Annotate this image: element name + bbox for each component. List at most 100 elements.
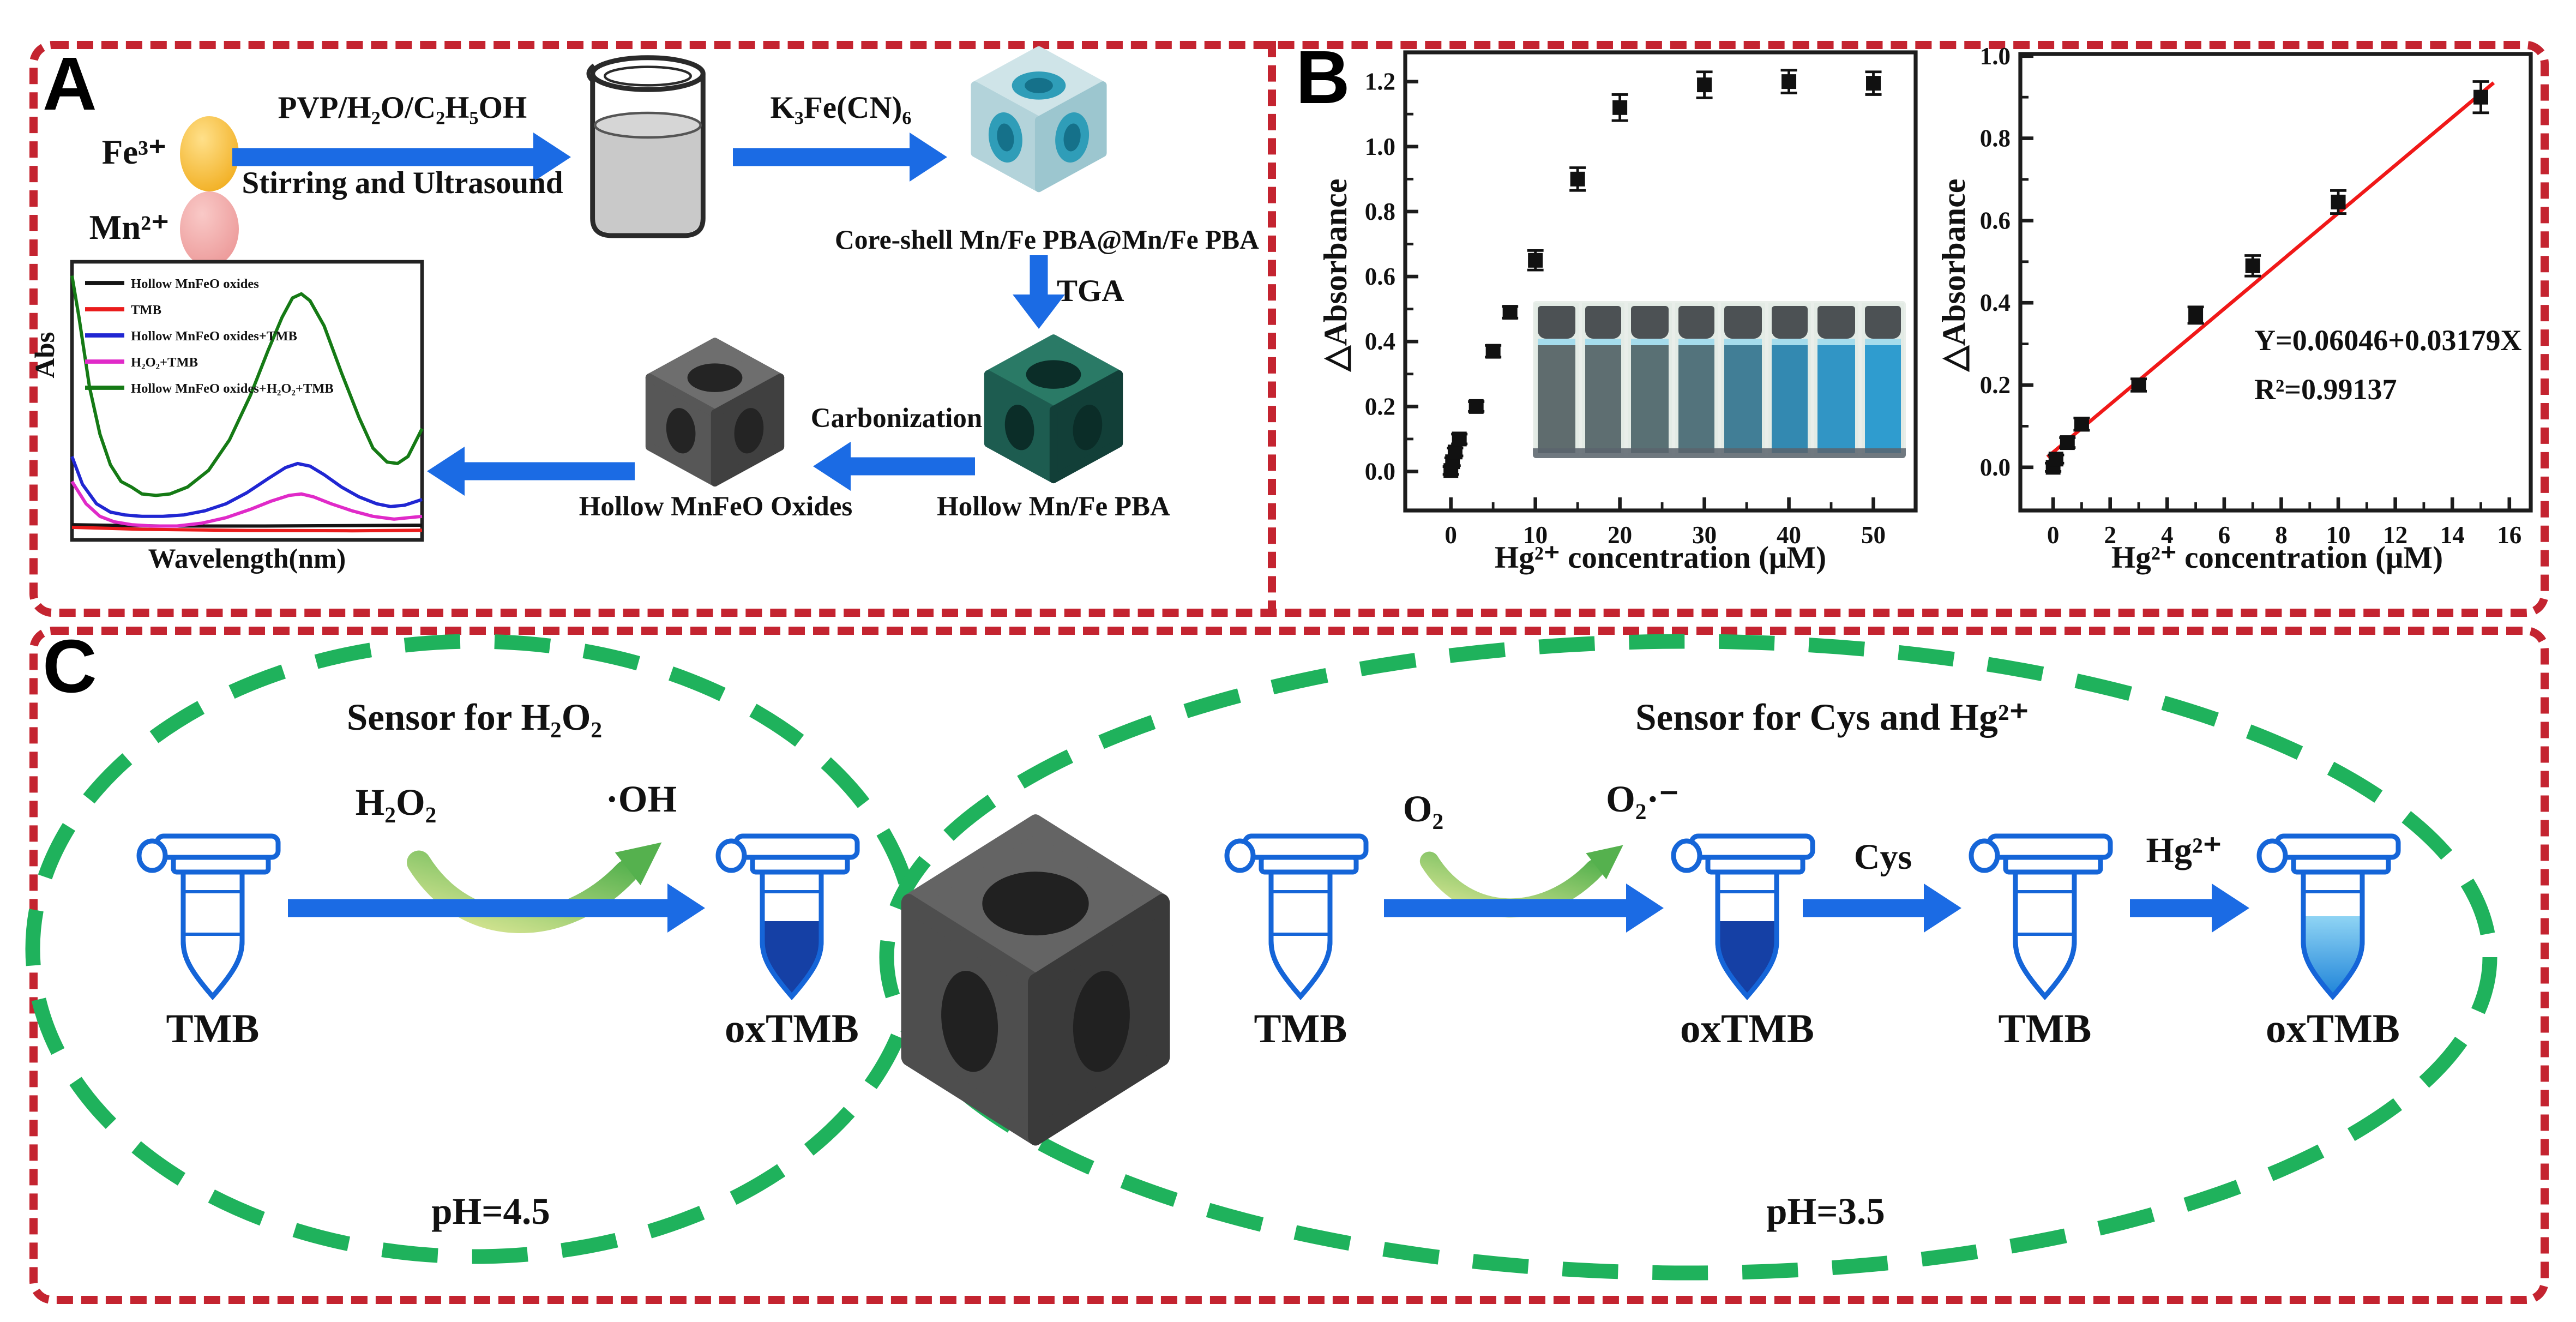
panel-c-label: C — [43, 623, 97, 708]
svg-text:6: 6 — [2218, 521, 2231, 549]
panel-a-b-divider — [1268, 41, 1276, 617]
ph35-label: pH=3.5 — [1766, 1191, 1885, 1232]
svg-text:10: 10 — [2326, 521, 2351, 549]
tmb-tube3-icon — [1966, 823, 2123, 1006]
svg-text:20: 20 — [1608, 521, 1632, 549]
svg-text:0: 0 — [1445, 521, 1457, 549]
reaction-arrow-icon — [232, 129, 573, 185]
cuvette — [1674, 303, 1718, 456]
svg-text:16: 16 — [2497, 521, 2521, 549]
svg-text:0.8: 0.8 — [1980, 125, 2011, 152]
hollow-pba-cube-icon — [975, 327, 1132, 488]
mn-ion-label: Mn²⁺ — [89, 208, 170, 247]
cuvette — [1628, 303, 1671, 456]
core-shell-cube-icon — [962, 39, 1116, 196]
cuvette — [1861, 303, 1904, 456]
tmb-tube-icon — [134, 823, 291, 1006]
hollow-pba-label: Hollow Mn/Fe PBA — [937, 491, 1170, 522]
svg-text:4: 4 — [2161, 521, 2174, 549]
svg-text:Hollow MnFeO oxides+TMB: Hollow MnFeO oxides+TMB — [131, 329, 297, 344]
svg-text:0.0: 0.0 — [1980, 454, 2011, 481]
svg-text:0.4: 0.4 — [1365, 328, 1395, 355]
svg-text:40: 40 — [1777, 521, 1801, 549]
fit-r2-label: R²=0.99137 — [2254, 373, 2397, 406]
cys-arrow-icon — [1803, 880, 1963, 936]
h2o2-sensor-title: Sensor for H₂O₂ — [346, 697, 603, 738]
svg-text:TMB: TMB — [131, 303, 161, 317]
cuvette-inset — [1533, 301, 1906, 458]
oxtmb-tube3-label: oxTMB — [2266, 1008, 2400, 1052]
svg-text:0.4: 0.4 — [1980, 289, 2011, 316]
fit-equation-label: Y=0.06046+0.03179X — [2254, 324, 2522, 357]
core-shell-label: Core-shell Mn/Fe PBA@Mn/Fe PBA — [835, 224, 1259, 255]
svg-text:H₂O₂+TMB: H₂O₂+TMB — [131, 355, 198, 370]
svg-text:50: 50 — [1861, 521, 1886, 549]
panel-b-label: B — [1296, 34, 1350, 119]
k3fecn6-arrow-icon — [733, 129, 949, 185]
reaction-conditions-bottom: Stirring and Ultrasound — [242, 167, 563, 201]
abs-spectra-xlabel: Wavelength(nm) — [148, 543, 346, 574]
catalysis-swoosh-icon — [396, 808, 697, 936]
svg-text:0.6: 0.6 — [1365, 263, 1395, 290]
tga-label: TGA — [1057, 275, 1124, 309]
panel-c-border — [29, 627, 2549, 1304]
svg-text:Hollow MnFeO oxides: Hollow MnFeO oxides — [131, 277, 259, 291]
svg-text:Hollow MnFeO oxides+H₂O₂+TMB: Hollow MnFeO oxides+H₂O₂+TMB — [131, 381, 334, 396]
svg-text:0.0: 0.0 — [1365, 458, 1395, 485]
tga-arrow-icon — [1009, 255, 1068, 330]
ph45-label: pH=4.5 — [431, 1191, 550, 1232]
hollow-oxides-label: Hollow MnFeO Oxides — [579, 491, 853, 522]
svg-text:12: 12 — [2383, 521, 2408, 549]
o2-oxidation-arrow-icon — [1384, 880, 1665, 936]
svg-text:0.2: 0.2 — [1365, 393, 1395, 420]
hg-calibration-xlabel: Hg²⁺ concentration (μM) — [2111, 542, 2443, 576]
cys-hg-sensor-title: Sensor for Cys and Hg²⁺ — [1635, 697, 2029, 738]
svg-text:1.0: 1.0 — [1365, 133, 1395, 160]
hg-response-xlabel: Hg²⁺ concentration (μM) — [1494, 542, 1827, 576]
panel-ab-border — [29, 41, 2549, 617]
cys-label: Cys — [1853, 836, 1912, 877]
cuvette — [1721, 303, 1765, 456]
hg-arrow-icon — [2130, 880, 2251, 936]
hg-response-chart: 0 10 20 30 40 50 0.0 0.2 0.4 0.6 0.8 1.0 1.2 — [1365, 50, 1918, 549]
cuvette — [1767, 303, 1811, 456]
cuvette — [1814, 303, 1858, 456]
svg-text:14: 14 — [2440, 521, 2465, 549]
tmb-tube3-label: TMB — [1998, 1008, 2092, 1052]
mn-ion-icon — [178, 190, 240, 268]
abs-spectra-chart: Hollow MnFeO oxides TMB Hollow MnFeO oxide… — [70, 260, 424, 542]
hg-response-ylabel: △Absorbance — [1319, 178, 1355, 371]
h2o2-label: H₂O₂ — [355, 782, 437, 823]
svg-text:30: 30 — [1692, 521, 1717, 549]
fe-ion-icon — [178, 115, 240, 193]
oxtmb-tube2-icon — [1669, 823, 1826, 1006]
carbonization-label: Carbonization — [810, 402, 983, 434]
svg-text:1.2: 1.2 — [1365, 68, 1395, 95]
panel-a-label: A — [43, 41, 97, 126]
tmb-tube-label: TMB — [166, 1008, 260, 1052]
oxtmb-tube3-icon — [2254, 823, 2411, 1006]
svg-text:1.0: 1.0 — [1980, 43, 2011, 70]
hg-calibration-chart: 0 2 4 6 8 10 12 14 16 0.0 0.2 0.4 0.6 0.8 1.0 — [1980, 43, 2533, 549]
tmb-tube2-icon — [1222, 823, 1379, 1006]
reaction-conditions-top: PVP/H₂O/C₂H₅OH — [278, 92, 527, 126]
beaker-icon — [579, 49, 717, 245]
svg-text:0: 0 — [2047, 521, 2060, 549]
superoxide-label: O₂·⁻ — [1606, 779, 1679, 820]
fe-ion-label: Fe³⁺ — [101, 133, 167, 172]
svg-text:0.6: 0.6 — [1980, 207, 2011, 234]
oxidation-arrow-icon — [288, 880, 707, 936]
svg-text:0.2: 0.2 — [1980, 371, 2011, 399]
hg-calibration-ylabel: △Absorbance — [1937, 178, 1973, 371]
carbonization-arrow-icon — [811, 438, 975, 494]
k3fecn6-label: K₃Fe(CN)₆ — [770, 92, 912, 126]
inset-bench-edge — [1533, 448, 1906, 458]
oxtmb-tube-icon — [713, 823, 870, 1006]
to-spectra-arrow-icon — [425, 443, 635, 499]
o2-label: O₂ — [1403, 789, 1444, 830]
svg-text:10: 10 — [1523, 521, 1548, 549]
hollow-oxide-cube-large-icon — [883, 798, 1188, 1155]
svg-text:8: 8 — [2275, 521, 2288, 549]
oh-radical-label: ·OH — [605, 779, 677, 820]
